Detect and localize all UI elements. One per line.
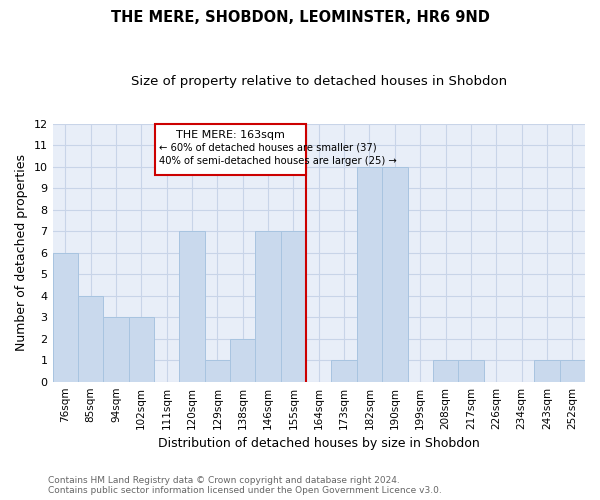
Bar: [357, 167, 382, 382]
Bar: [560, 360, 585, 382]
Bar: [205, 360, 230, 382]
Bar: [331, 360, 357, 382]
Bar: [53, 253, 78, 382]
Title: Size of property relative to detached houses in Shobdon: Size of property relative to detached ho…: [131, 75, 507, 88]
Y-axis label: Number of detached properties: Number of detached properties: [15, 154, 28, 352]
Text: THE MERE, SHOBDON, LEOMINSTER, HR6 9ND: THE MERE, SHOBDON, LEOMINSTER, HR6 9ND: [110, 10, 490, 25]
Text: Contains HM Land Registry data © Crown copyright and database right 2024.
Contai: Contains HM Land Registry data © Crown c…: [48, 476, 442, 495]
Bar: [382, 167, 407, 382]
FancyBboxPatch shape: [155, 124, 306, 176]
Bar: [103, 317, 128, 382]
Bar: [458, 360, 484, 382]
X-axis label: Distribution of detached houses by size in Shobdon: Distribution of detached houses by size …: [158, 437, 479, 450]
Text: THE MERE: 163sqm: THE MERE: 163sqm: [176, 130, 285, 140]
Bar: [128, 317, 154, 382]
Text: ← 60% of detached houses are smaller (37): ← 60% of detached houses are smaller (37…: [159, 142, 377, 152]
Bar: [78, 296, 103, 382]
Bar: [230, 338, 256, 382]
Bar: [433, 360, 458, 382]
Bar: [256, 232, 281, 382]
Bar: [281, 232, 306, 382]
Text: 40% of semi-detached houses are larger (25) →: 40% of semi-detached houses are larger (…: [159, 156, 397, 166]
Bar: [179, 232, 205, 382]
Bar: [534, 360, 560, 382]
